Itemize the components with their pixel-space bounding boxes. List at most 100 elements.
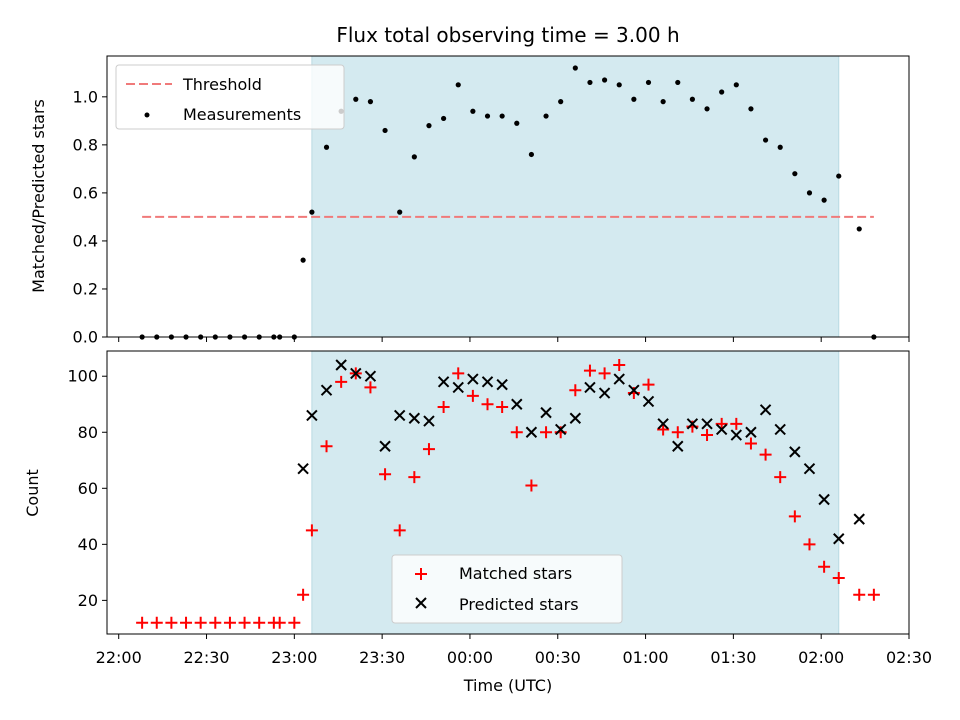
x-tick-label: 22:30 <box>183 648 229 667</box>
predicted-stars-point <box>657 418 669 430</box>
count-y-tick-label: 100 <box>67 367 98 386</box>
matched-stars-point <box>481 398 494 411</box>
count-panel: 20 40 60 80 100 22:00 22:30 23:00 23:30 00:00 00:3… <box>23 350 932 695</box>
predicted-stars-point <box>672 440 684 452</box>
matched-stars-point <box>452 367 465 380</box>
predicted-stars-point <box>379 440 391 452</box>
predicted-stars-point <box>320 384 333 396</box>
legend-matched-label: Matched stars <box>459 564 572 583</box>
matched-stars-point <box>194 616 207 629</box>
x-tick-label: 22:00 <box>96 648 142 667</box>
predicted-stars-point <box>598 387 611 399</box>
matched-stars-point <box>730 417 743 430</box>
predicted-stars-point <box>452 381 464 394</box>
matched-stars-point <box>437 401 450 414</box>
predicted-stars-point <box>730 429 743 441</box>
matched-stars-point <box>273 616 286 629</box>
predicted-stars-point <box>701 418 713 430</box>
legend-predicted-label: Predicted stars <box>459 595 579 614</box>
matched-stars-point <box>657 423 670 436</box>
measurement-point <box>382 127 388 134</box>
legend-measurements-label: Measurements <box>183 105 301 124</box>
matched-stars-point <box>288 616 301 629</box>
matched-stars-point <box>223 616 236 629</box>
matched-stars-point <box>305 524 318 537</box>
matched-stars-point <box>774 471 787 484</box>
x-tick-label: 23:00 <box>271 648 317 667</box>
count-legend: Matched stars Predicted stars <box>391 554 623 624</box>
predicted-stars-point <box>628 384 640 396</box>
measurement-point <box>704 106 710 112</box>
x-tick-label: 02:30 <box>886 648 932 667</box>
count-y-tick-label: 40 <box>78 535 98 554</box>
predicted-stars-point <box>613 373 625 385</box>
predicted-stars-point <box>350 367 362 380</box>
ratio-y-axis-label: Matched/Predicted stars <box>29 99 48 293</box>
ratio-y-tick-label: 0.2 <box>73 279 98 298</box>
predicted-stars-point <box>642 395 655 408</box>
predicted-stars-point <box>525 426 538 438</box>
matched-stars-point <box>832 571 845 584</box>
predicted-stars-point <box>853 513 865 525</box>
x-tick-label: 01:30 <box>710 648 756 667</box>
matched-stars-point <box>671 426 684 439</box>
predicted-stars-point <box>437 376 450 388</box>
matched-stars-point <box>818 560 831 573</box>
measurement-point <box>792 171 798 177</box>
legend-measurements-swatch <box>144 112 150 118</box>
predicted-stars-point <box>408 412 421 424</box>
predicted-stars-point <box>554 423 567 436</box>
matched-stars-point <box>180 616 193 629</box>
ratio-y-tick-label: 0.6 <box>73 183 98 202</box>
legend-box <box>391 554 623 624</box>
measurement-point <box>499 113 505 119</box>
measurement-point <box>836 173 842 179</box>
matched-stars-point <box>335 375 348 388</box>
matched-stars-point <box>379 468 392 481</box>
matched-stars-point <box>853 588 866 601</box>
ratio-y-tick-label: 0.8 <box>73 135 98 154</box>
matched-stars-point <box>510 426 523 439</box>
matched-stars-point <box>642 378 655 391</box>
matched-stars-point <box>701 429 714 442</box>
measurement-point <box>856 226 862 232</box>
predicted-stars-point <box>511 398 523 410</box>
measurement-point <box>733 82 739 88</box>
count-y-tick-label: 20 <box>78 591 98 610</box>
matched-stars-point <box>715 417 728 430</box>
measurement-point <box>323 144 330 150</box>
matched-stars-point <box>136 616 149 629</box>
matched-stars-point <box>803 538 816 551</box>
measurement-point <box>309 209 315 215</box>
ratio-panel: 0.0 0.2 0.4 0.6 0.8 1.0 Matched/Predicted sta… <box>29 55 910 347</box>
x-tick-label: 00:30 <box>535 648 581 667</box>
legend-predicted-swatch <box>415 597 427 609</box>
predicted-stars-point <box>335 359 347 371</box>
matched-stars-point <box>466 389 479 402</box>
measurement-point <box>353 96 359 102</box>
predicted-stars-point <box>306 409 318 422</box>
matched-stars-point <box>422 443 435 456</box>
ratio-y-tick-label: 0.0 <box>73 328 98 347</box>
predicted-stars-point <box>803 462 816 475</box>
matched-stars-point <box>525 479 538 492</box>
x-tick-label: 01:00 <box>623 648 669 667</box>
measurement-point <box>645 79 652 86</box>
matched-stars-point <box>320 440 333 453</box>
measurement-point <box>631 96 637 102</box>
legend-box <box>115 64 345 130</box>
matched-stars-point <box>408 471 421 484</box>
measurement-point <box>719 89 725 95</box>
measurement-point <box>558 99 564 105</box>
matched-stars-point <box>253 616 266 629</box>
predicted-stars-point <box>759 404 772 416</box>
chart-title: Flux total observing time = 3.00 h <box>336 23 679 47</box>
matched-stars-point <box>364 381 377 394</box>
predicted-stars-point <box>833 533 845 545</box>
measurement-point <box>762 137 769 143</box>
x-axis-label: Time (UTC) <box>463 676 552 695</box>
count-y-tick-label: 80 <box>78 423 98 442</box>
measurement-point <box>411 154 417 160</box>
measurement-point <box>397 209 403 215</box>
